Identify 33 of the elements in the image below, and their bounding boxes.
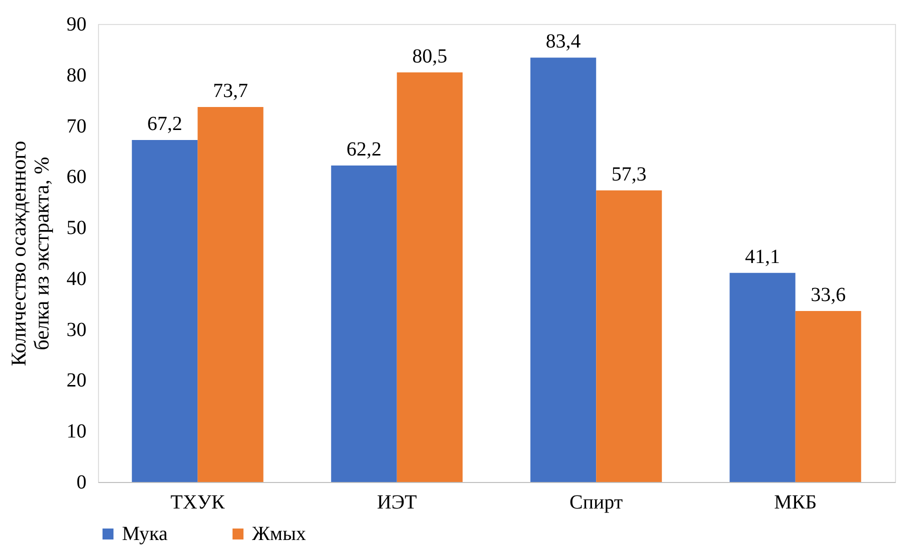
y-tick-label: 10 — [66, 420, 86, 443]
data-label: 67,2 — [147, 113, 182, 136]
bar — [198, 106, 264, 482]
y-tick-label: 40 — [66, 268, 86, 290]
y-tick-label: 20 — [66, 370, 86, 392]
bar — [396, 72, 463, 482]
data-label: 62,2 — [346, 138, 382, 160]
y-tick-label: 70 — [66, 115, 86, 138]
y-tick-label: 30 — [66, 318, 86, 341]
data-label: 33,6 — [810, 284, 846, 306]
bar — [132, 140, 198, 482]
bar — [795, 311, 862, 482]
legend-label: Мука — [122, 523, 168, 545]
bar — [530, 58, 596, 482]
y-tick-label: 0 — [76, 472, 86, 494]
bar — [730, 272, 796, 482]
y-tick-label: 50 — [66, 217, 86, 240]
y-axis-title: Количество осажденного белка из экстракта, % — [6, 140, 54, 366]
bar — [596, 190, 662, 482]
data-label: 73,7 — [213, 80, 248, 102]
x-tick-label: Спирт — [570, 492, 623, 514]
data-label: 57,3 — [612, 163, 646, 186]
legend-label: Жмых — [252, 523, 306, 545]
bar — [331, 165, 397, 482]
x-tick-label: ТХУК — [170, 492, 226, 514]
x-tick-label: МКБ — [774, 492, 817, 514]
x-tick-label: ИЭТ — [376, 492, 417, 514]
data-label: 83,4 — [546, 30, 581, 53]
data-label: 41,1 — [745, 246, 780, 268]
y-tick-label: 80 — [66, 64, 86, 86]
y-tick-label: 90 — [66, 14, 86, 36]
y-tick-label: 60 — [66, 166, 86, 188]
data-label: 80,5 — [412, 45, 448, 68]
